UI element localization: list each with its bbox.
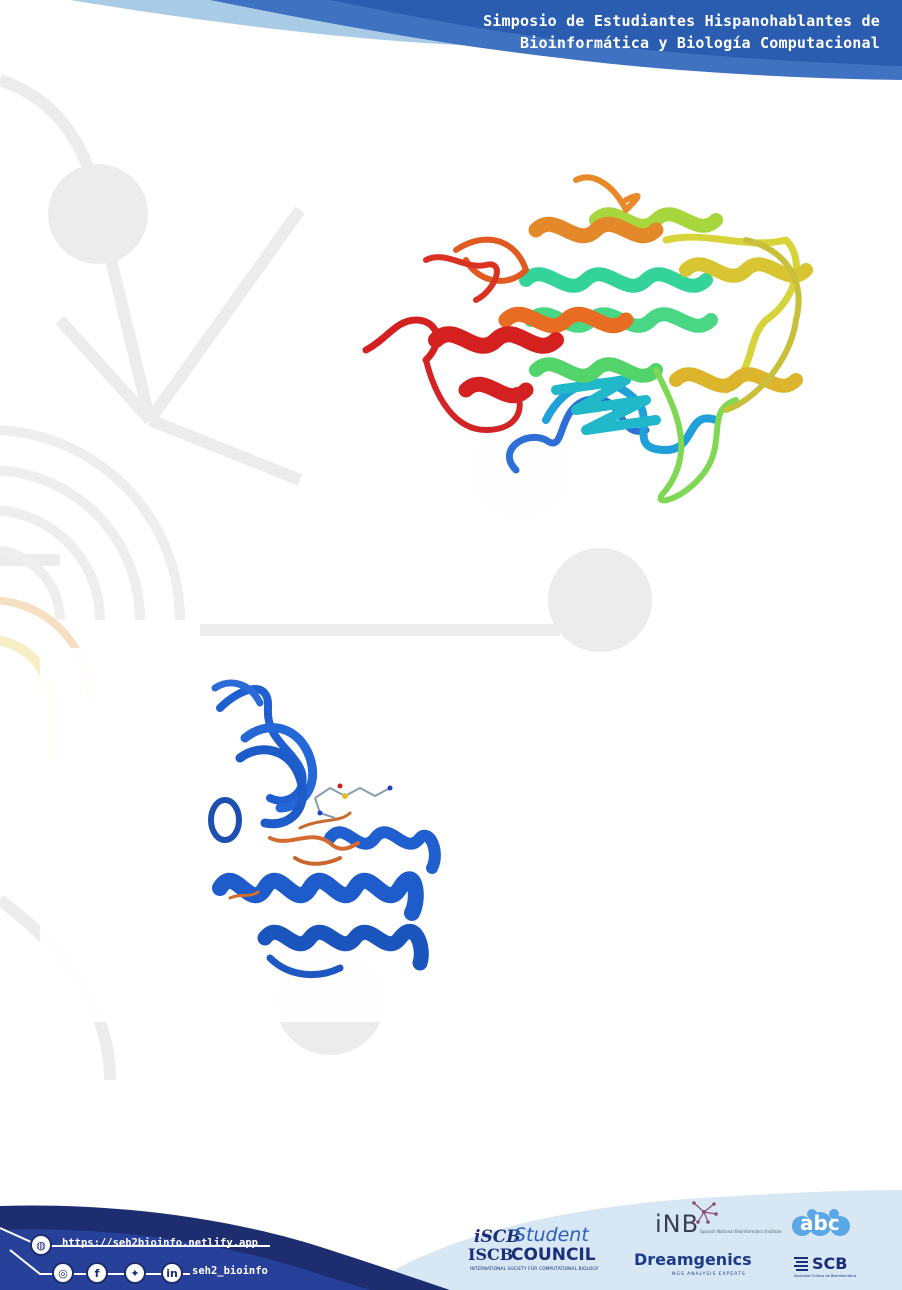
dreamgenics-subtitle: NGS ANALYSIS EXPERTS [672, 1272, 746, 1277]
iscb-logo-mark: iSCB [474, 1227, 521, 1247]
iscb-council-mark: ISCB [468, 1245, 514, 1264]
abc-logo-bubbles [792, 1209, 850, 1236]
iscb-council-subtitle: INTERNATIONAL SOCIETY FOR COMPUTATIONAL … [470, 1267, 599, 1272]
ligand-atoms [317, 783, 393, 816]
symposium-title-line1: Simposio de Estudiantes Hispanohablantes… [483, 12, 880, 30]
inb-network-icon [692, 1201, 718, 1224]
website-link[interactable]: https://seh2bioinfo.netlify.app [62, 1237, 258, 1249]
rainbow-protein-ribbon [362, 174, 813, 504]
bottom-protein-structure-image [40, 648, 530, 1022]
scb-subtitle: Sociedad Chilena de Bioinformática [794, 1274, 857, 1278]
facebook-icon[interactable]: f [86, 1262, 108, 1284]
iscb-student-council-logo-student: Student [514, 1224, 589, 1246]
iscb-student-council-logo-council: COUNCIL [511, 1245, 596, 1265]
twitter-icon[interactable]: ✦ [124, 1262, 146, 1284]
inb-logo: iNB [655, 1210, 700, 1238]
scb-logo: SCB [812, 1254, 848, 1273]
scb-stripes-icon [794, 1257, 808, 1271]
top-protein-structure-image [326, 170, 886, 540]
dreamgenics-logo: Dreamgenics [634, 1250, 752, 1269]
header-band [70, 0, 902, 80]
instagram-icon[interactable]: ◎ [52, 1262, 74, 1284]
abc-logo: abc [800, 1211, 840, 1235]
footer-band [0, 1190, 902, 1290]
inb-logo-subtitle: Spanish National Bioinformatics Institut… [700, 1229, 782, 1234]
globe-icon[interactable]: ◍ [30, 1234, 52, 1256]
linkedin-icon[interactable]: in [161, 1262, 183, 1284]
social-handle: seh2_bioinfo [192, 1265, 268, 1277]
symposium-title-line2: Bioinformática y Biología Computacional [520, 34, 880, 52]
blue-protein-ribbon-with-ligand [208, 679, 441, 979]
ligand-molecule [314, 786, 391, 819]
